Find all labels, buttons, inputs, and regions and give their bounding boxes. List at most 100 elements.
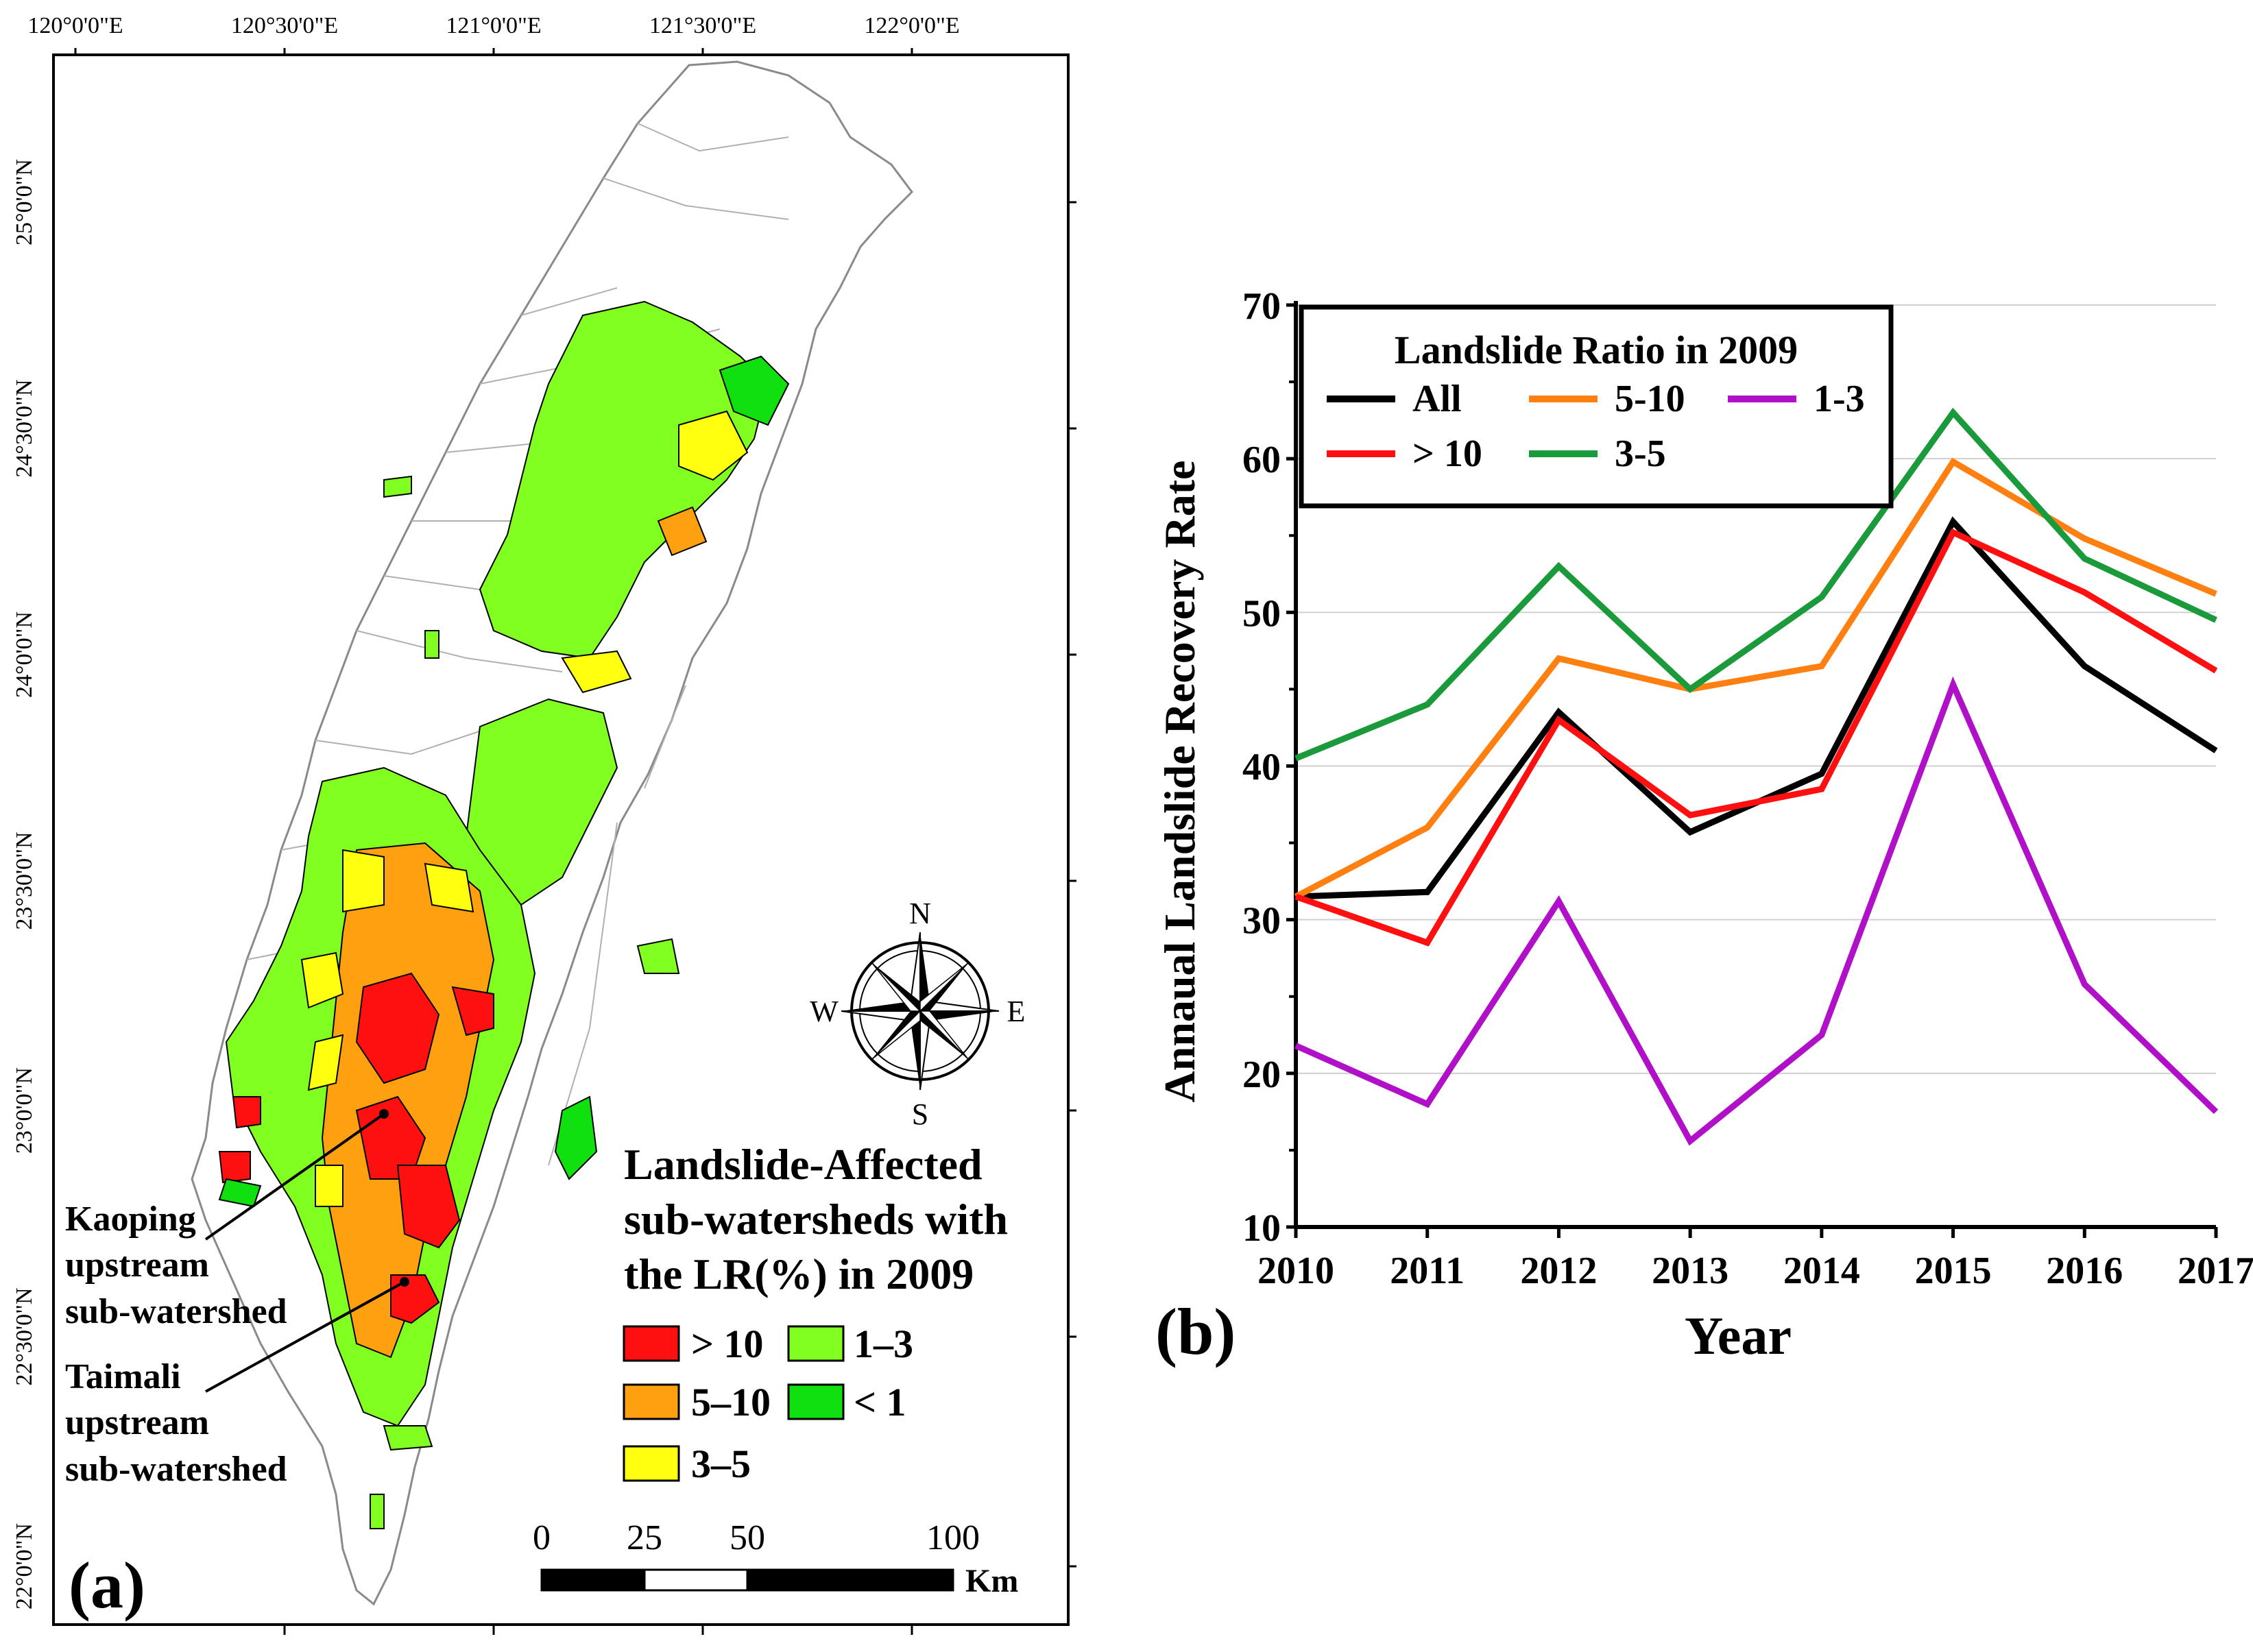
scale-bar: 0 25 50 100 Km (533, 1518, 1018, 1599)
legend-entry-label: 1-3 (1814, 378, 1865, 420)
compass-west: W (810, 995, 839, 1028)
data-point (1689, 814, 1691, 816)
annotation-line: sub-watershed (65, 1450, 287, 1489)
compass-east: E (1007, 995, 1026, 1028)
data-point (1558, 712, 1559, 713)
y-tick-label: 60 (1242, 439, 1281, 481)
lon-tick-labels: 120°0'0"E 120°30'0"E 121°0'0"E 121°30'0"… (27, 13, 959, 38)
series-line-3-5 (1294, 407, 2217, 762)
x-tick-label: 2011 (1390, 1250, 1465, 1292)
data-point (1558, 658, 1559, 659)
line-chart: 10 20 30 40 50 60 70 2010 2011 2012 2013 2014 2015 20… (1155, 285, 2253, 1368)
x-tick-label: 2013 (1652, 1250, 1728, 1292)
scale-tick-label: 25 (627, 1518, 662, 1557)
legend-entry-label: > 10 (1412, 433, 1482, 475)
legend-swatch (623, 1445, 680, 1482)
lon-tick-label: 121°0'0"E (446, 13, 541, 38)
affected-subwatersheds (218, 300, 790, 1529)
data-point (1821, 788, 1822, 790)
legend-swatch (623, 1383, 680, 1420)
data-point (2084, 558, 2085, 559)
x-tick-label: 2015 (1915, 1250, 1992, 1292)
data-point (1689, 831, 1691, 833)
legend-entry-label: All (1412, 378, 1462, 420)
y-tick-label: 20 (1242, 1054, 1281, 1096)
data-point (1558, 566, 1559, 567)
lon-tick-label: 120°30'0"E (231, 13, 338, 38)
data-point (1821, 773, 1822, 775)
legend-item-label: 3–5 (691, 1442, 751, 1486)
lon-tick-label: 122°0'0"E (864, 13, 959, 38)
lat-tick-label: 23°30'0"N (12, 831, 37, 930)
legend-box (1299, 304, 1894, 509)
lat-tick-label: 24°30'0"N (12, 379, 37, 477)
lat-tick-label: 24°0'0"N (12, 611, 37, 698)
annotation-line: sub-watershed (65, 1292, 287, 1331)
lat-tick-label: 25°0'0"N (12, 159, 37, 245)
compass-south: S (912, 1097, 928, 1131)
panel-label-b: (b) (1155, 1295, 1236, 1368)
compass-north: N (909, 897, 931, 930)
legend-title-line: Landslide-Affected (624, 1140, 983, 1189)
data-point (1295, 757, 1297, 759)
x-tick-label: 2010 (1257, 1250, 1334, 1292)
x-tick-label: 2014 (1783, 1250, 1860, 1292)
annotation-line: Taimali (65, 1357, 181, 1396)
legend-entry-label: 5-10 (1615, 378, 1685, 420)
map-legend: Landslide-Affected sub-watersheds with t… (623, 1140, 1008, 1486)
legend-items: All 5-10 1-3 > 10 3-5 (1327, 378, 1865, 475)
lat-tick-label: 23°0'0"N (12, 1067, 37, 1154)
legend-entry-label: 3-5 (1615, 433, 1666, 475)
y-tick-label: 30 (1242, 900, 1281, 943)
compass-rose: N S E W (810, 897, 1025, 1131)
annotation-kaoping: Kaoping upstream sub-watershed (65, 1109, 389, 1331)
series-line-1-3 (1294, 676, 2219, 1146)
y-tick-label: 40 (1242, 746, 1281, 789)
scale-unit: Km (965, 1563, 1018, 1599)
scale-tick-label: 100 (926, 1518, 980, 1557)
legend-title: Landslide Ratio in 2009 (1395, 328, 1798, 372)
legend-item-label: < 1 (854, 1380, 906, 1424)
legend-swatch (623, 1325, 680, 1362)
y-tick-label: 50 (1242, 592, 1281, 635)
lon-tick-marks (74, 48, 1076, 1635)
x-tick-label: 2016 (2046, 1250, 2123, 1292)
data-point (1295, 1045, 1297, 1046)
data-point (2084, 538, 2085, 539)
legend-swatch (787, 1383, 845, 1420)
legend-item-label: > 10 (691, 1322, 764, 1366)
legend-item-label: 5–10 (691, 1380, 771, 1424)
lat-tick-labels: 25°0'0"N 24°30'0"N 24°0'0"N 23°30'0"N 23… (12, 159, 37, 1610)
x-tick-label: 2017 (2178, 1250, 2253, 1292)
chart-panel: 10 20 30 40 50 60 70 2010 2011 2012 2013 2014 2015 20… (1111, 0, 2253, 1649)
panel-label-a: (a) (69, 1548, 145, 1622)
lat-tick-label: 22°0'0"N (12, 1523, 37, 1610)
data-point (2084, 592, 2085, 593)
lon-tick-label: 120°0'0"E (27, 13, 123, 38)
lat-tick-label: 22°30'0"N (12, 1287, 37, 1385)
series-line-10 (1294, 528, 2218, 947)
map-svg: 120°0'0"E 120°30'0"E 121°0'0"E 121°30'0"… (12, 13, 1076, 1635)
series-line-5-10 (1294, 457, 2217, 899)
legend-title-line: the LR(%) in 2009 (624, 1250, 974, 1298)
annotation-line: Kaoping (65, 1200, 196, 1239)
map-panel: 120°0'0"E 120°30'0"E 121°0'0"E 121°30'0"… (0, 0, 1111, 1649)
scale-tick-label: 0 (533, 1518, 551, 1557)
data-point (1689, 688, 1691, 690)
data-point (1821, 596, 1822, 598)
annotation-taimali: Taimali upstream sub-watershed (65, 1277, 409, 1489)
y-tick-label: 70 (1242, 285, 1281, 328)
axis-layer: 10 20 30 40 50 60 70 2010 2011 2012 2013 2014 2015 20… (1242, 285, 2253, 1292)
y-tick-label: 10 (1242, 1207, 1281, 1250)
annotation-line: upstream (65, 1403, 209, 1442)
series-layer (1294, 407, 2219, 1146)
chart-legend: Landslide Ratio in 2009 All 5-10 1-3 > 10 3-… (1299, 304, 1894, 509)
lon-tick-label: 121°30'0"E (649, 13, 756, 38)
annotation-line: upstream (65, 1246, 209, 1285)
legend-item-label: 1–3 (854, 1322, 913, 1366)
series-line-all (1295, 516, 2218, 900)
data-point (1821, 1034, 1822, 1036)
data-point (2215, 670, 2217, 672)
y-axis-label: Annaual Landslide Recovery Rate (1155, 461, 1204, 1103)
scale-tick-label: 50 (730, 1518, 765, 1557)
